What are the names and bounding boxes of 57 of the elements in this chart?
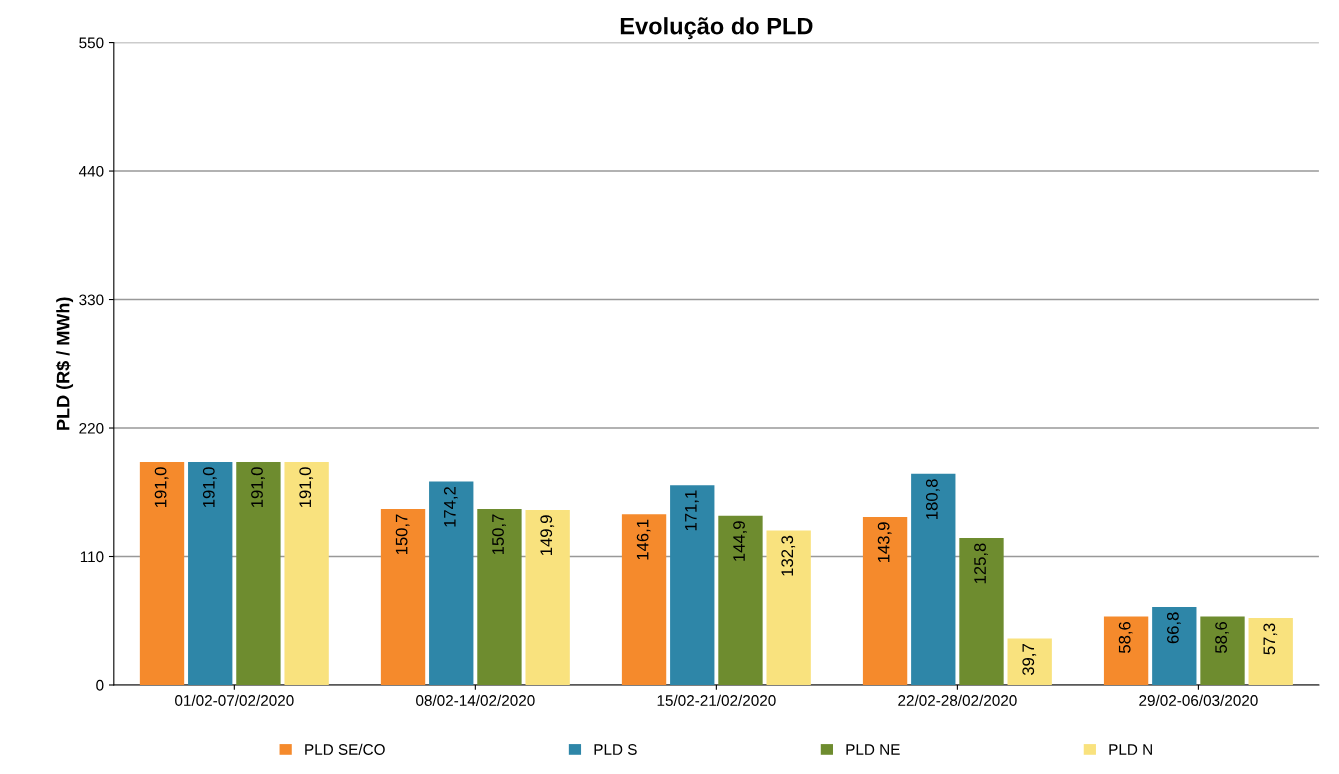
data-label: 57,3 bbox=[1263, 623, 1278, 655]
bar bbox=[236, 461, 281, 685]
chart-title: Evolução do PLD bbox=[620, 17, 813, 40]
bar bbox=[670, 485, 715, 685]
data-label: 149,9 bbox=[540, 515, 555, 556]
data-label: 132,3 bbox=[781, 535, 796, 576]
data-label: 191,0 bbox=[154, 467, 169, 507]
data-label: 150,7 bbox=[395, 514, 410, 555]
data-label: 171,1 bbox=[685, 490, 699, 531]
bar bbox=[911, 473, 956, 685]
bar bbox=[718, 515, 763, 685]
data-label: 144,9 bbox=[733, 521, 747, 561]
x-tick-label: 22/02-28/02/2020 bbox=[898, 694, 1017, 706]
data-label: 191,0 bbox=[299, 467, 314, 507]
data-label: 58,6 bbox=[1118, 621, 1133, 653]
bar bbox=[429, 481, 474, 685]
bar bbox=[1248, 618, 1293, 685]
data-label: 66,8 bbox=[1166, 612, 1181, 644]
bar bbox=[621, 514, 667, 685]
x-tick-label: 15/02-21/02/2020 bbox=[657, 694, 776, 706]
x-tick-label: 29/02-06/03/2020 bbox=[1139, 694, 1258, 706]
data-label: 143,9 bbox=[877, 522, 892, 563]
x-tick-label: 01/02-07/02/2020 bbox=[175, 694, 294, 706]
bar bbox=[477, 508, 522, 685]
bar bbox=[1007, 638, 1052, 685]
bar bbox=[284, 461, 329, 685]
bar bbox=[188, 461, 233, 685]
legend-label: PLD NE bbox=[846, 744, 900, 755]
bar bbox=[862, 516, 908, 685]
legend-label: PLD N bbox=[1109, 744, 1152, 755]
y-tick-label: 550 bbox=[79, 37, 104, 49]
data-label: 191,0 bbox=[202, 467, 217, 507]
y-tick-label: 110 bbox=[80, 551, 104, 563]
data-label: 191,0 bbox=[251, 467, 265, 507]
bar bbox=[959, 538, 1004, 685]
y-tick-label: 0 bbox=[96, 679, 104, 691]
bar bbox=[139, 461, 185, 685]
y-tick-label: 440 bbox=[78, 165, 104, 177]
data-label: 146,1 bbox=[636, 519, 651, 560]
data-label: 39,7 bbox=[1022, 644, 1037, 676]
bar bbox=[766, 530, 811, 685]
bar bbox=[1152, 606, 1197, 685]
bar bbox=[1200, 616, 1245, 685]
data-label: 58,6 bbox=[1215, 621, 1229, 653]
data-label: 180,8 bbox=[925, 479, 940, 519]
legend-label: PLD SE/CO bbox=[305, 743, 385, 755]
data-label: 174,2 bbox=[443, 487, 458, 527]
legend-label: PLD S bbox=[594, 744, 637, 755]
bar bbox=[1103, 616, 1149, 685]
y-tick-label: 330 bbox=[79, 294, 104, 306]
x-tick-label: 08/02-14/02/2020 bbox=[416, 694, 535, 706]
data-label: 150,7 bbox=[492, 514, 506, 555]
data-label: 125,8 bbox=[974, 543, 988, 584]
y-axis-title: PLD (R$ / MWh) bbox=[55, 297, 74, 430]
y-tick-label: 220 bbox=[79, 422, 104, 434]
bar bbox=[525, 509, 570, 685]
bar bbox=[380, 508, 426, 685]
